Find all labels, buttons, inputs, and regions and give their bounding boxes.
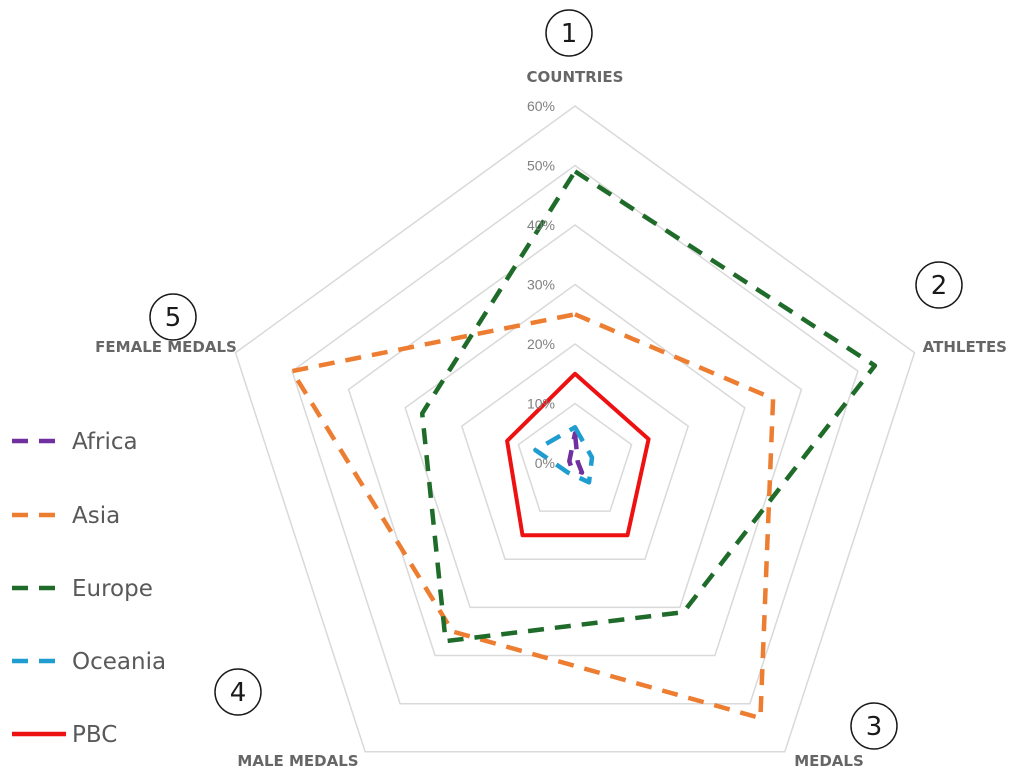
legend-label-europe: Europe [72,576,153,602]
axis-badge-number-4: 4 [230,678,247,708]
axis-label-male-medals: MALE MEDALS [237,752,358,770]
legend: Africa Asia Europe Oceania PBC [12,429,166,748]
series-line-europe [419,169,878,644]
radar-grid [234,105,916,753]
radial-tick-labels: 0% 10% 20% 30% 40% 50% 60% [527,98,555,471]
series-line-pbc [505,371,651,538]
tick-label-6: 60% [527,98,555,114]
series-line-oceania [533,425,595,485]
tick-label-2: 20% [527,336,555,352]
tick-label-3: 30% [527,277,555,293]
tick-label-5: 50% [527,158,555,174]
tick-label-0: 0% [535,455,555,471]
tick-label-1: 10% [527,396,555,412]
axis-label-countries: COUNTRIES [527,68,624,86]
grid-ring-3 [404,283,746,609]
axis-badge-circle-1 [545,9,593,57]
legend-label-africa: Africa [72,429,138,455]
legend-label-asia: Asia [72,503,120,529]
axis-badge-number-5: 5 [165,303,182,333]
axis-badge-number-3: 3 [866,712,883,742]
axis-label-medals: MEDALS [794,752,864,770]
axis-badge-circle-2 [915,261,963,309]
axis-number-badges: 1 2 3 4 5 [149,9,963,750]
axis-badge-number-1: 1 [561,19,578,49]
grid-ring-1 [517,402,633,512]
grid-ring-6 [234,105,916,753]
grid-ring-4 [347,224,803,657]
legend-label-oceania: Oceania [72,649,166,675]
legend-label-pbc: PBC [72,722,117,748]
tick-label-4: 40% [527,217,555,233]
series-line-africa [567,431,585,475]
radar-series [289,169,878,721]
axis-label-female-medals: FEMALE MEDALS [95,338,237,356]
grid-ring-2 [460,343,690,561]
grid-ring-5 [291,164,859,705]
axis-badge-circle-5 [149,293,197,341]
axis-label-athletes: ATHLETES [923,338,1007,356]
axis-badge-number-2: 2 [931,271,948,301]
axis-labels: COUNTRIES ATHLETES MEDALS MALE MEDALS FEMALE… [95,68,1007,770]
axis-badge-circle-3 [850,702,898,750]
axis-badge-circle-4 [214,668,262,716]
